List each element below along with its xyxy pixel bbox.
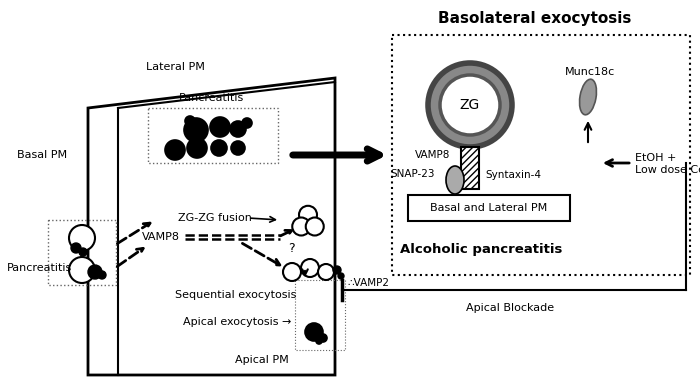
Text: Low dose Cch: Low dose Cch	[635, 165, 700, 175]
Circle shape	[79, 248, 87, 256]
Bar	[392, 35, 690, 275]
Circle shape	[165, 140, 185, 160]
Circle shape	[210, 117, 230, 137]
Circle shape	[185, 116, 195, 126]
Text: ZG-ZG fusion: ZG-ZG fusion	[178, 213, 252, 223]
Bar	[408, 195, 570, 221]
Text: Syntaxin-4: Syntaxin-4	[485, 170, 541, 180]
Text: Pancreatitis: Pancreatitis	[8, 263, 73, 273]
Text: Apical exocytosis →: Apical exocytosis →	[183, 317, 291, 327]
Circle shape	[230, 121, 246, 137]
Text: Apical PM: Apical PM	[235, 355, 289, 365]
Circle shape	[88, 265, 102, 279]
Circle shape	[428, 63, 512, 147]
Circle shape	[69, 257, 95, 283]
Text: EtOH +: EtOH +	[635, 153, 676, 163]
Circle shape	[301, 259, 319, 277]
Circle shape	[338, 273, 344, 279]
Circle shape	[283, 263, 301, 281]
Text: Pancreatitis: Pancreatitis	[179, 93, 244, 103]
Ellipse shape	[446, 166, 464, 194]
Circle shape	[231, 141, 245, 155]
Text: VAMP8: VAMP8	[142, 232, 180, 242]
Text: Lateral PM: Lateral PM	[146, 62, 204, 72]
Circle shape	[305, 323, 323, 341]
Text: VAMP8: VAMP8	[414, 150, 450, 160]
Circle shape	[316, 338, 322, 344]
Circle shape	[293, 217, 310, 235]
Text: Alcoholic pancreatitis: Alcoholic pancreatitis	[400, 244, 562, 257]
Circle shape	[184, 118, 208, 142]
Text: ZG: ZG	[460, 98, 480, 112]
Circle shape	[187, 138, 207, 158]
Text: ∴VAMP2: ∴VAMP2	[347, 278, 389, 288]
Circle shape	[318, 264, 334, 280]
Text: Basal and Lateral PM: Basal and Lateral PM	[430, 203, 547, 213]
Circle shape	[333, 266, 341, 274]
Circle shape	[98, 271, 106, 279]
Text: ?: ?	[288, 242, 294, 254]
Text: Basolateral exocytosis: Basolateral exocytosis	[438, 10, 631, 25]
Circle shape	[71, 243, 81, 253]
Circle shape	[69, 225, 95, 251]
Text: SNAP-23: SNAP-23	[391, 169, 435, 179]
Circle shape	[211, 140, 227, 156]
Ellipse shape	[580, 79, 596, 115]
Circle shape	[299, 206, 317, 224]
Text: Apical Blockade: Apical Blockade	[466, 303, 554, 313]
Text: Munc18c: Munc18c	[565, 67, 615, 77]
Circle shape	[440, 75, 500, 135]
Text: Basal PM: Basal PM	[17, 150, 67, 160]
Bar	[295, 280, 345, 350]
Circle shape	[242, 118, 252, 128]
Bar	[48, 220, 116, 285]
Circle shape	[306, 217, 323, 235]
Bar	[148, 108, 278, 163]
Bar	[461, 147, 479, 189]
Text: Sequential exocytosis: Sequential exocytosis	[175, 290, 296, 300]
Circle shape	[319, 334, 327, 342]
